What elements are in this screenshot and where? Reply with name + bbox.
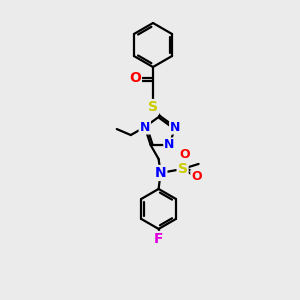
Text: N: N	[140, 121, 150, 134]
Text: N: N	[170, 121, 180, 134]
Text: O: O	[191, 170, 202, 183]
Text: N: N	[155, 166, 167, 180]
Text: S: S	[148, 100, 158, 114]
Text: O: O	[129, 71, 141, 85]
Text: S: S	[178, 162, 188, 176]
Text: F: F	[154, 232, 163, 246]
Text: N: N	[164, 138, 175, 152]
Text: O: O	[179, 148, 190, 161]
